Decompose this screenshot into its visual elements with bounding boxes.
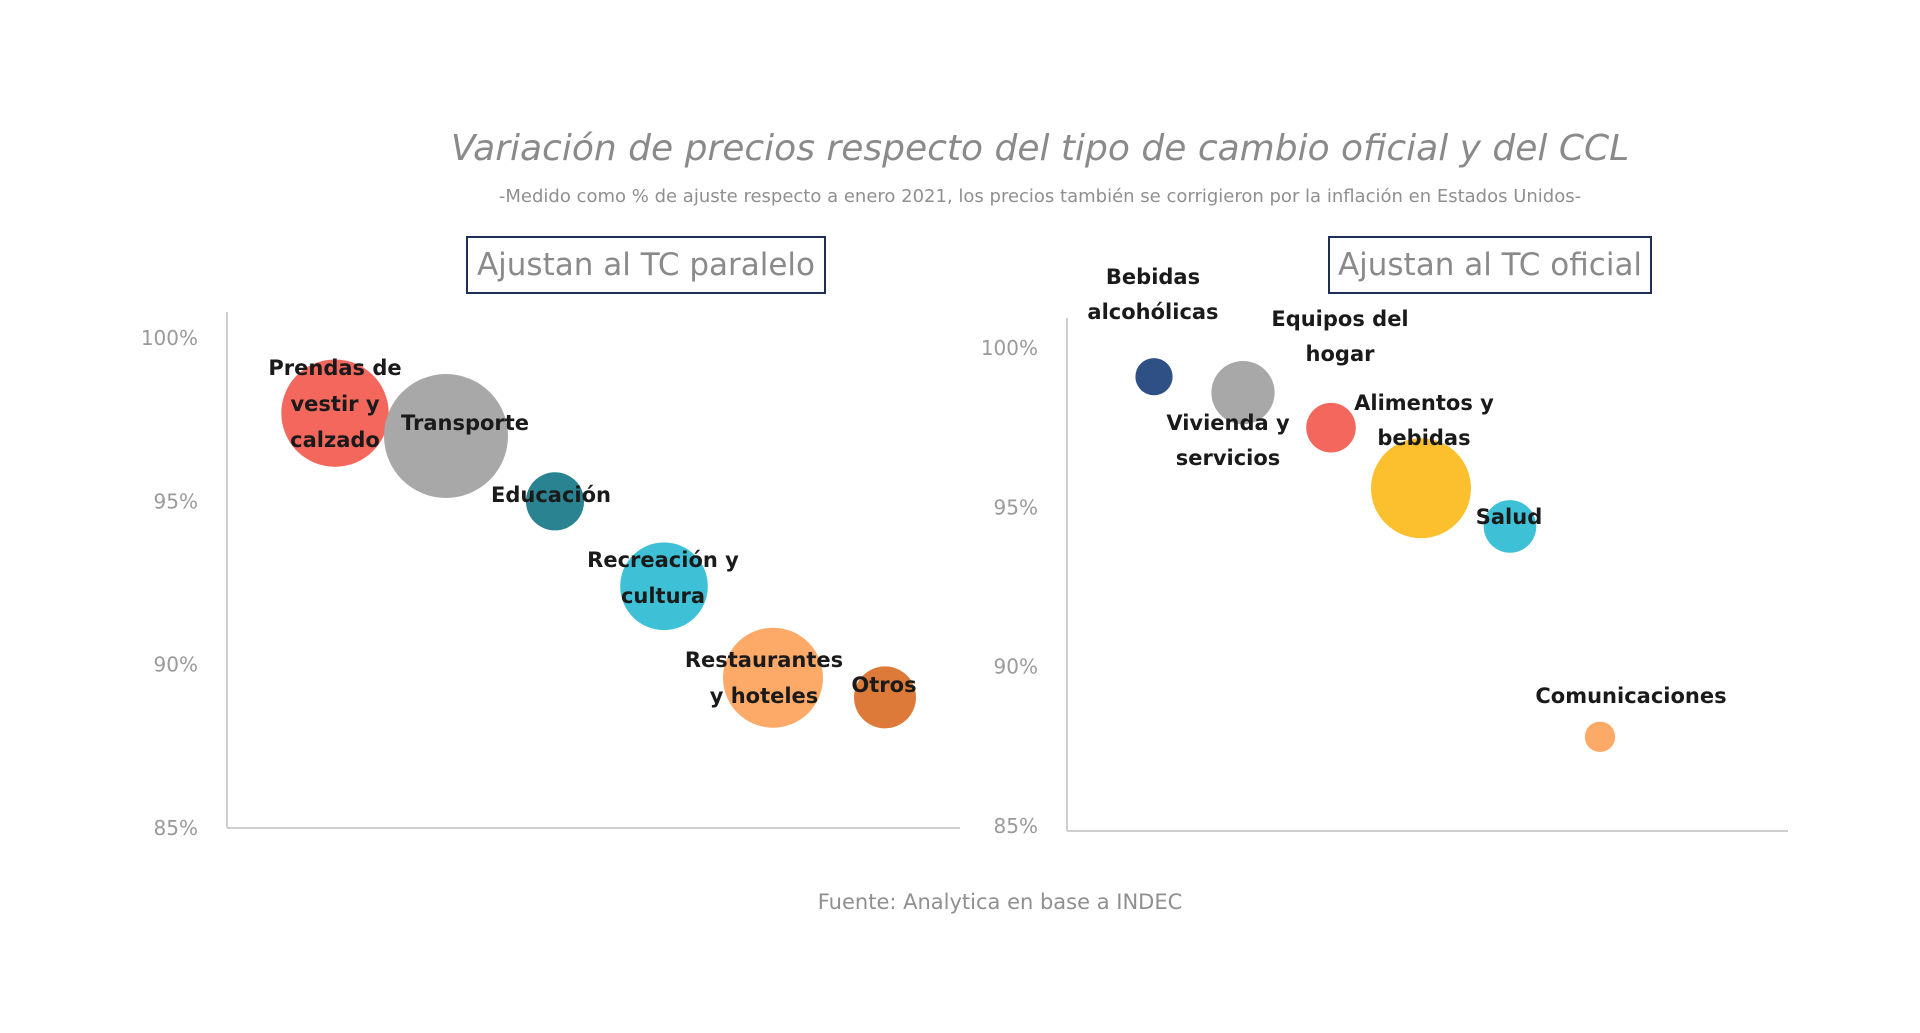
y-tick-label: 90% (154, 653, 198, 677)
y-tick-label: 100% (141, 326, 198, 350)
y-tick-label: 95% (154, 489, 198, 513)
y-tick-label: 90% (994, 655, 1038, 679)
bubble-label: Bebidas (1106, 265, 1200, 289)
bubble (854, 666, 916, 729)
bubble (1211, 360, 1275, 425)
bubble-label: Salud (1476, 505, 1542, 529)
bubble-label: Otros (851, 673, 916, 697)
bubble (620, 542, 708, 631)
bubble (281, 359, 389, 467)
bubble (723, 627, 823, 728)
bubble (1483, 500, 1537, 553)
bubble (1584, 721, 1616, 752)
panel-left-title: Ajustan al TC paralelo (466, 236, 826, 294)
bubble (1306, 402, 1356, 453)
bubble-label: Prendas de (268, 356, 401, 380)
bubble-label: bebidas (1377, 426, 1470, 450)
y-tick-label: 85% (154, 816, 198, 840)
bubble-label: calzado (290, 428, 380, 452)
bubble-label: cultura (621, 584, 705, 608)
bubble-label: Equipos del (1271, 307, 1408, 331)
bubble-label: hogar (1306, 342, 1376, 366)
bubble-label: Vivienda y (1166, 411, 1290, 435)
bubble (1371, 438, 1471, 539)
source-note: Fuente: Analytica en base a INDEC (817, 890, 1183, 914)
bubble-label: Comunicaciones (1535, 684, 1726, 708)
bubble-label: Transporte (401, 411, 529, 435)
y-tick-label: 85% (994, 814, 1038, 838)
chart-subtitle: -Medido como % de ajuste respecto a ener… (498, 186, 1582, 207)
bubble-label: servicios (1176, 446, 1281, 470)
bubble-label: Educación (491, 483, 611, 507)
bubble-label: Recreación y (587, 548, 739, 572)
bubble-label: alcohólicas (1087, 300, 1218, 324)
bubble (1135, 358, 1173, 396)
bubble (525, 472, 585, 531)
chart-title: Variación de precios respecto del tipo d… (450, 128, 1630, 169)
y-tick-label: 100% (981, 336, 1038, 360)
bubble-label: vestir y (290, 392, 379, 416)
bubble-label: Restaurantes (685, 648, 843, 672)
bubble-label: Alimentos y (1354, 391, 1494, 415)
bubble (384, 374, 508, 498)
panel-right-title: Ajustan al TC oficial (1328, 236, 1652, 294)
bubble-label: y hoteles (710, 684, 819, 708)
y-tick-label: 95% (994, 495, 1038, 519)
